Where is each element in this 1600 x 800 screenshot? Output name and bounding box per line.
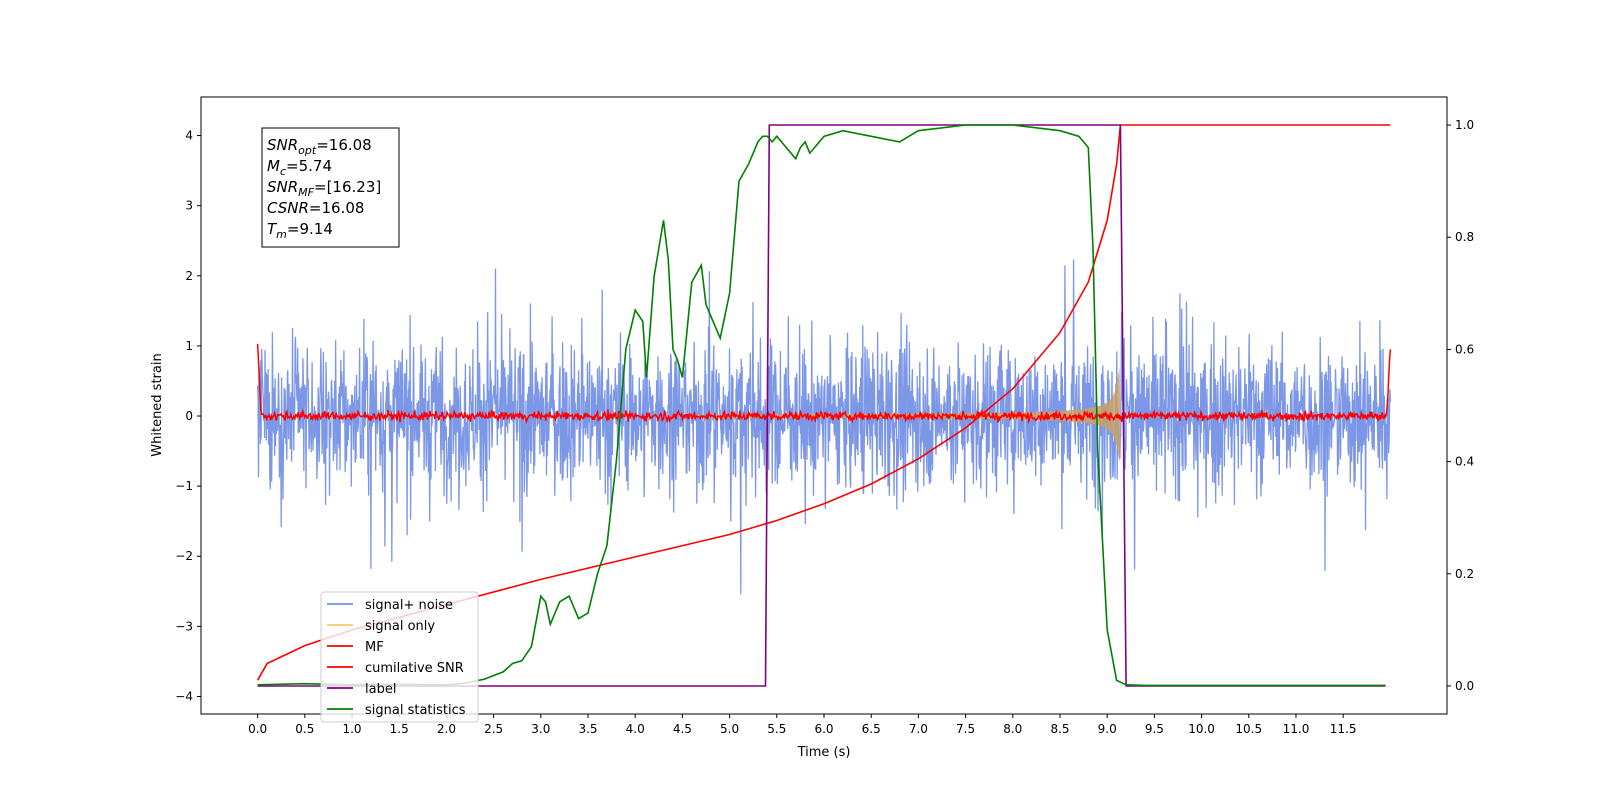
- x-tick-label: 11.5: [1330, 722, 1357, 736]
- y-tick-label: −2: [175, 549, 193, 563]
- info-line: Mc=5.74: [267, 157, 332, 178]
- x-axis-label: Time (s): [797, 745, 851, 760]
- y-tick-label: −3: [175, 619, 193, 633]
- x-tick-label: 11.0: [1283, 722, 1310, 736]
- y2-tick-label: 0.6: [1455, 342, 1474, 356]
- x-tick-label: 4.5: [673, 722, 692, 736]
- x-tick-label: 10.5: [1235, 722, 1262, 736]
- x-tick-label: 2.5: [484, 722, 503, 736]
- info-box: SNRopt=16.08Mc=5.74SNRMF=[16.23]CSNR=16.…: [261, 127, 400, 248]
- y-tick-label: −4: [175, 689, 193, 703]
- legend-label: signal+ noise: [365, 598, 453, 613]
- x-tick-label: 9.5: [1145, 722, 1164, 736]
- series-signal-noise: [256, 259, 1392, 595]
- y2-tick-label: 0.4: [1455, 455, 1474, 469]
- series-signal-statistics: [257, 124, 1386, 687]
- x-tick-label: 0.0: [248, 722, 267, 736]
- legend-label: cumilative SNR: [365, 661, 464, 676]
- info-line: Tm=9.14: [267, 220, 333, 241]
- y-axis-label: Whitened strain: [150, 353, 165, 456]
- axes: 0.0 0.5 1.0 1.5 2.0 2.5 3.0 3.5 4.0 4.5 5.0 5.5 6.0 6…: [175, 118, 1474, 736]
- x-tick-label: 5.5: [767, 722, 786, 736]
- info-line: SNRMF=[16.23]: [267, 178, 381, 199]
- info-line: CSNR=16.08: [267, 199, 364, 217]
- y2-tick-label: 0.0: [1455, 679, 1474, 693]
- x-tick-label: 1.0: [342, 722, 361, 736]
- y2-tick-label: 0.8: [1455, 230, 1474, 244]
- y-tick-label: 4: [185, 129, 193, 143]
- y-tick-label: −1: [175, 479, 193, 493]
- x-tick-label: 6.5: [862, 722, 881, 736]
- info-line: SNRopt=16.08: [267, 136, 372, 157]
- x-tick-label: 8.0: [1003, 722, 1022, 736]
- x-tick-label: 9.0: [1098, 722, 1117, 736]
- x-tick-label: 3.5: [578, 722, 597, 736]
- y2-tick-label: 0.2: [1455, 567, 1474, 581]
- y-tick-label: 3: [185, 199, 193, 213]
- legend-label: label: [365, 682, 396, 697]
- y-tick-label: 0: [185, 409, 193, 423]
- x-tick-label: 8.5: [1050, 722, 1069, 736]
- x-tick-label: 7.0: [909, 722, 928, 736]
- legend-label: MF: [365, 640, 384, 655]
- x-tick-label: 3.0: [531, 722, 550, 736]
- x-tick-label: 2.0: [437, 722, 456, 736]
- legend-label: signal only: [365, 619, 435, 634]
- legend-frame: [320, 591, 479, 723]
- x-tick-label: 5.0: [720, 722, 739, 736]
- legend-label: signal statistics: [365, 703, 466, 718]
- x-tick-label: 0.5: [295, 722, 314, 736]
- legend: signal+ noise signal only MF cumilative SNR…: [320, 591, 479, 723]
- x-tick-label: 7.5: [956, 722, 975, 736]
- series-mf: [256, 343, 1392, 425]
- y-tick-label: 1: [185, 339, 193, 353]
- x-tick-label: 1.5: [390, 722, 409, 736]
- x-tick-label: 10.0: [1188, 722, 1215, 736]
- info-box-frame: [261, 127, 400, 248]
- x-tick-label: 6.0: [814, 722, 833, 736]
- x-tick-label: 4.0: [626, 722, 645, 736]
- y-tick-label: 2: [185, 269, 193, 283]
- y2-tick-label: 1.0: [1455, 118, 1474, 132]
